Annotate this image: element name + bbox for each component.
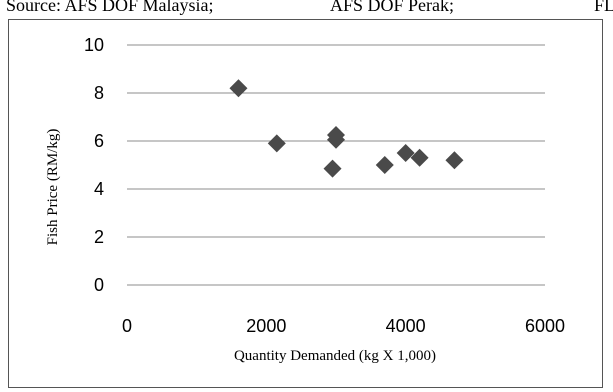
x-tick-label: 2000 <box>246 316 286 336</box>
y-tick-label: 0 <box>94 275 104 295</box>
y-tick-label: 4 <box>94 179 104 199</box>
data-point <box>375 156 394 174</box>
data-point <box>396 144 415 162</box>
y-tick-label: 6 <box>94 131 104 151</box>
chart-frame <box>8 19 603 388</box>
y-axis-title: Fish Price (RM/kg) <box>45 129 61 246</box>
caption-part-3: FL <box>594 0 613 15</box>
data-points <box>229 79 464 178</box>
data-point <box>267 134 286 153</box>
data-point <box>323 159 342 178</box>
y-tick-label: 10 <box>84 35 104 55</box>
data-point <box>445 151 464 170</box>
y-tick-label: 8 <box>94 83 104 103</box>
caption-part-2: AFS DOF Perak; <box>330 0 455 15</box>
data-point <box>327 130 345 149</box>
source-caption: Source: AFS DOF Malaysia; AFS DOF Perak;… <box>0 0 613 17</box>
x-tick-label: 4000 <box>386 316 426 336</box>
x-tick-label: 0 <box>122 316 132 336</box>
caption-part-1: Source: AFS DOF Malaysia; <box>6 0 214 15</box>
data-point <box>410 148 429 167</box>
data-point <box>229 79 248 98</box>
y-tick-labels: 0 2 4 6 8 10 <box>84 35 104 295</box>
x-axis-title: Quantity Demanded (kg X 1,000) <box>234 348 436 364</box>
y-tick-label: 2 <box>94 227 104 247</box>
x-tick-label: 6000 <box>525 316 565 336</box>
x-tick-labels: 0 2000 4000 6000 <box>122 316 565 336</box>
